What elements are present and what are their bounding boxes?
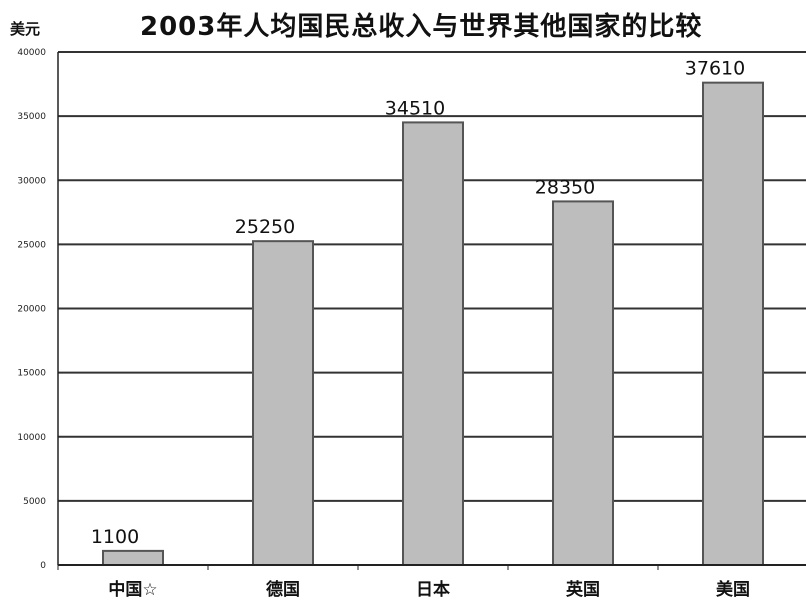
y-tick-label: 0 [40, 561, 46, 571]
bar [702, 81, 764, 566]
y-tick-label: 40000 [17, 48, 46, 58]
bars [102, 81, 764, 567]
y-tick-label: 30000 [17, 176, 46, 186]
data-label: 25250 [235, 216, 295, 238]
axes [57, 52, 806, 570]
x-tick-label: 美国 [716, 579, 750, 600]
y-tick-label: 25000 [17, 240, 46, 250]
bar [402, 121, 464, 567]
bar [552, 200, 614, 566]
y-axis-unit-label: 美元 [10, 20, 41, 38]
x-tick-label: 中国☆ [108, 579, 157, 600]
bar [102, 549, 164, 567]
data-label: 37610 [685, 58, 745, 80]
chart-title: 2003年人均国民总收入与世界其他国家的比较 [140, 12, 703, 42]
data-label: 34510 [385, 97, 445, 119]
y-tick-label: 10000 [17, 433, 46, 443]
y-tick-label: 35000 [17, 112, 46, 122]
x-tick-label: 德国 [266, 579, 300, 600]
bar [252, 240, 314, 566]
data-label: 1100 [91, 526, 139, 548]
y-tick-label: 5000 [23, 497, 46, 507]
labels: 0 5000 10000 15000 20000 25000 30000 35000 40000… [17, 48, 750, 600]
y-tick-label: 15000 [17, 369, 46, 379]
x-tick-label: 日本 [416, 579, 450, 600]
data-label: 28350 [535, 176, 595, 198]
y-tick-label: 20000 [17, 305, 46, 315]
x-tick-label: 英国 [566, 579, 600, 600]
